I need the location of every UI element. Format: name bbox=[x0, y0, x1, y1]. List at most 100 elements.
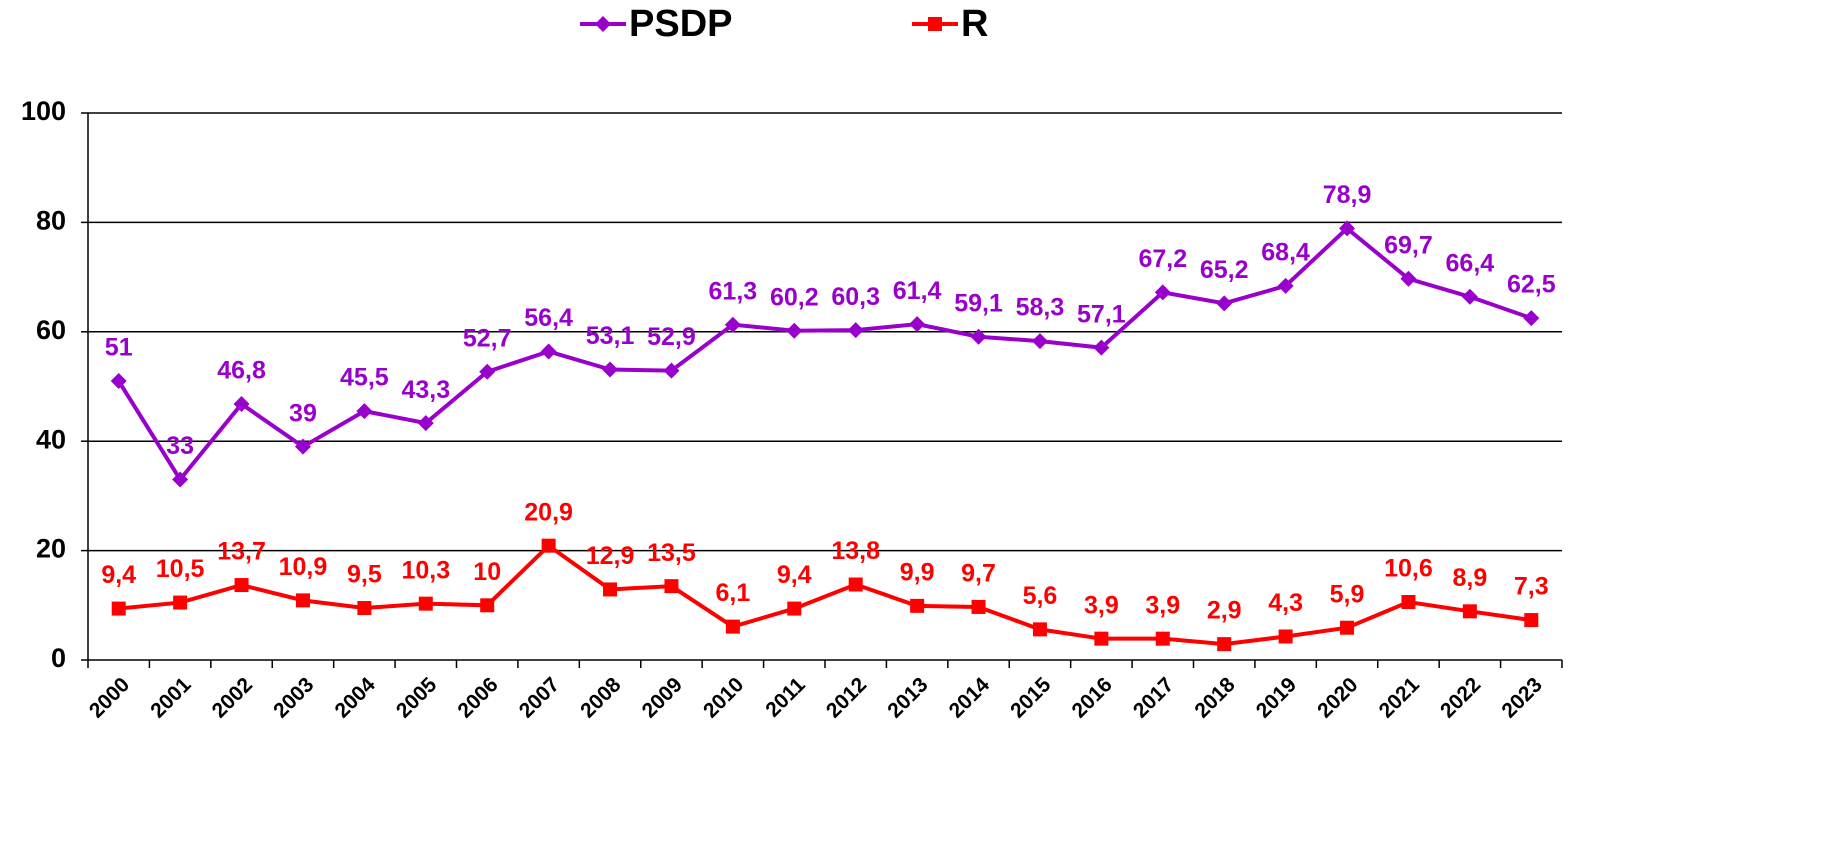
x-tick-label: 2022 bbox=[1436, 673, 1485, 722]
legend-marker bbox=[595, 16, 611, 32]
x-tick-label: 2002 bbox=[208, 673, 257, 722]
y-tick-label: 20 bbox=[36, 534, 66, 564]
data-point bbox=[1216, 295, 1233, 312]
data-point bbox=[970, 328, 987, 345]
x-tick-label: 2013 bbox=[883, 673, 932, 722]
data-label: 33 bbox=[166, 432, 194, 460]
data-point bbox=[664, 579, 679, 594]
data-point bbox=[847, 322, 864, 339]
x-tick-label: 2006 bbox=[453, 673, 502, 722]
data-point bbox=[111, 601, 126, 616]
data-point bbox=[233, 396, 250, 413]
data-label: 5,9 bbox=[1330, 580, 1365, 608]
data-point bbox=[540, 343, 557, 360]
data-point bbox=[173, 595, 188, 610]
data-label: 7,3 bbox=[1514, 573, 1549, 601]
x-tick-label: 2015 bbox=[1006, 673, 1056, 723]
x-tick-label: 2016 bbox=[1068, 673, 1117, 722]
data-point bbox=[1461, 288, 1478, 305]
data-label: 51 bbox=[105, 334, 133, 362]
data-point bbox=[418, 596, 433, 611]
data-point bbox=[1155, 631, 1170, 646]
x-tick-label: 2005 bbox=[392, 673, 442, 723]
data-point bbox=[541, 538, 556, 553]
data-label: 67,2 bbox=[1138, 245, 1187, 273]
data-point bbox=[234, 578, 249, 593]
data-label: 9,4 bbox=[777, 561, 812, 589]
data-point bbox=[1401, 595, 1416, 610]
data-label: 12,9 bbox=[586, 542, 635, 570]
x-tick-label: 2019 bbox=[1252, 673, 1301, 722]
series-line bbox=[117, 225, 1532, 483]
data-point bbox=[1523, 310, 1540, 327]
data-label: 9,7 bbox=[961, 560, 996, 588]
data-point bbox=[603, 582, 618, 597]
data-point bbox=[110, 373, 127, 390]
x-tick-label: 2003 bbox=[269, 673, 318, 722]
data-point bbox=[848, 577, 863, 592]
data-label: 43,3 bbox=[401, 376, 450, 404]
data-point bbox=[909, 316, 926, 333]
data-point bbox=[724, 316, 741, 333]
data-label: 9,9 bbox=[900, 558, 935, 586]
data-label: 65,2 bbox=[1200, 256, 1249, 284]
data-label: 60,2 bbox=[770, 283, 819, 311]
legend-marker bbox=[928, 17, 942, 31]
data-point bbox=[971, 599, 986, 614]
data-label: 5,6 bbox=[1023, 582, 1058, 610]
x-tick-label: 2014 bbox=[945, 673, 995, 723]
data-point bbox=[787, 601, 802, 616]
data-point bbox=[602, 361, 619, 378]
data-point bbox=[357, 601, 372, 616]
data-label: 66,4 bbox=[1446, 249, 1495, 277]
data-label: 9,5 bbox=[347, 561, 382, 589]
data-label: 57,1 bbox=[1077, 300, 1126, 328]
data-point bbox=[1462, 604, 1477, 619]
x-tick-label: 2018 bbox=[1190, 673, 1240, 723]
x-tick-label: 2017 bbox=[1129, 673, 1178, 722]
y-tick-label: 100 bbox=[21, 96, 66, 126]
data-label: 52,7 bbox=[463, 324, 512, 352]
data-label: 68,4 bbox=[1261, 238, 1310, 266]
legend-label: PSDP bbox=[629, 3, 732, 45]
data-label: 45,5 bbox=[340, 364, 389, 392]
data-point bbox=[1340, 620, 1355, 635]
y-tick-label: 80 bbox=[36, 206, 66, 236]
data-point bbox=[1339, 220, 1356, 237]
data-label: 78,9 bbox=[1323, 181, 1372, 209]
data-label: 4,3 bbox=[1268, 589, 1303, 617]
data-point bbox=[295, 593, 310, 608]
data-label: 46,8 bbox=[217, 357, 266, 385]
y-tick-label: 40 bbox=[36, 424, 66, 454]
x-tick-label: 2000 bbox=[85, 673, 134, 722]
data-point bbox=[480, 598, 495, 613]
x-tick-label: 2011 bbox=[761, 673, 810, 722]
data-point bbox=[1031, 333, 1048, 350]
data-point bbox=[356, 403, 373, 420]
x-tick-label: 2010 bbox=[699, 673, 748, 722]
data-point bbox=[294, 438, 311, 455]
y-tick-label: 0 bbox=[51, 643, 66, 673]
data-label: 3,9 bbox=[1145, 591, 1180, 619]
data-label: 62,5 bbox=[1507, 271, 1556, 299]
x-tick-label: 2021 bbox=[1375, 673, 1425, 723]
data-point bbox=[786, 322, 803, 339]
data-label: 20,9 bbox=[524, 498, 573, 526]
data-point bbox=[1094, 631, 1109, 646]
data-label: 10,5 bbox=[156, 555, 205, 583]
data-point bbox=[1400, 270, 1417, 287]
data-point bbox=[1278, 629, 1293, 644]
y-tick-label: 60 bbox=[36, 315, 66, 345]
data-label: 60,3 bbox=[831, 283, 880, 311]
data-label: 10 bbox=[473, 558, 501, 586]
data-point bbox=[1217, 637, 1232, 652]
data-label: 53,1 bbox=[586, 322, 635, 350]
data-point bbox=[663, 362, 680, 379]
data-point bbox=[1277, 277, 1294, 294]
data-label: 10,9 bbox=[279, 553, 328, 581]
data-label: 61,4 bbox=[893, 277, 942, 305]
x-tick-label: 2012 bbox=[822, 673, 871, 722]
series-line bbox=[118, 543, 1532, 647]
data-label: 58,3 bbox=[1016, 294, 1065, 322]
data-label: 2,9 bbox=[1207, 597, 1242, 625]
